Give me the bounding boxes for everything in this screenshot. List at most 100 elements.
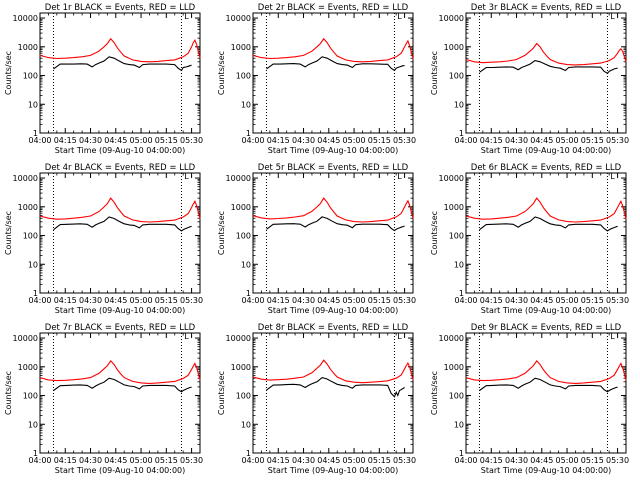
- x-tick-label: 04:00: [28, 296, 51, 305]
- y-tick-label: 10000: [226, 334, 251, 343]
- y-tick-label: 1000: [444, 203, 464, 212]
- y-tick-label: 100: [449, 72, 464, 81]
- x-tick-label: 04:45: [530, 296, 553, 305]
- x-tick-label: 05:30: [606, 456, 629, 465]
- x-tick-label: 04:15: [54, 456, 77, 465]
- x-tick-label: 04:15: [267, 456, 290, 465]
- x-tick-label: 04:00: [454, 136, 477, 145]
- x-tick-label: 05:15: [368, 136, 391, 145]
- x-tick-label: 05:15: [368, 296, 391, 305]
- series-lld-line: [465, 42, 627, 66]
- x-tick-label: 05:30: [393, 456, 416, 465]
- y-axis-label: Counts/sec: [4, 51, 13, 95]
- panel-title: Det 9r BLACK = Events, RED = LLD: [471, 323, 622, 333]
- y-tick-label: 10000: [13, 14, 38, 23]
- y-tick-label: 1000: [444, 363, 464, 372]
- detector-panel-7: 1 10 100 1000 10000 04:00 04:15 04:30 04:45 05:00…: [4, 323, 203, 475]
- x-tick-label: 05:00: [343, 456, 366, 465]
- x-tick-label: 04:30: [505, 136, 528, 145]
- x-tick-label: 04:00: [241, 136, 264, 145]
- plot-frame: [465, 332, 627, 454]
- x-tick-label: 05:30: [606, 136, 629, 145]
- y-axis-label: Counts/sec: [430, 371, 439, 415]
- y-tick-label: 1000: [18, 203, 38, 212]
- x-tick-label: 04:45: [317, 136, 340, 145]
- y-tick-label: 10: [454, 260, 464, 269]
- y-tick-label: 1: [33, 289, 38, 298]
- x-tick-label: 04:30: [505, 296, 528, 305]
- y-tick-label: 1: [246, 449, 251, 458]
- series-lld-line: [252, 359, 414, 384]
- y-tick-label: 10: [454, 420, 464, 429]
- plot-frame: [465, 172, 627, 294]
- panel-title: Det 4r BLACK = Events, RED = LLD: [45, 163, 196, 173]
- y-tick-label: 10000: [439, 14, 464, 23]
- x-axis-label: Start Time (09-Aug-10 04:00:00): [481, 466, 612, 475]
- x-tick-label: 04:00: [454, 456, 477, 465]
- annotation-label: L: [397, 332, 402, 341]
- x-tick-label: 05:00: [556, 456, 579, 465]
- detector-panel-2: 1 10 100 1000 10000 04:00 04:15 04:30 04:45 05:00…: [217, 3, 416, 155]
- plot-frame: [252, 12, 414, 134]
- y-tick-label: 1: [33, 129, 38, 138]
- x-tick-label: 04:15: [54, 296, 77, 305]
- plot-frame: [39, 172, 201, 294]
- y-tick-label: 1000: [231, 43, 251, 52]
- annotation-label: L: [610, 172, 615, 181]
- panel-title: Det 1r BLACK = Events, RED = LLD: [45, 3, 196, 13]
- x-tick-label: 04:30: [292, 296, 315, 305]
- y-tick-label: 100: [23, 392, 38, 401]
- x-axis-label: Start Time (09-Aug-10 04:00:00): [268, 146, 399, 155]
- y-tick-label: 1000: [18, 43, 38, 52]
- y-tick-label: 10000: [439, 334, 464, 343]
- x-tick-label: 04:30: [292, 136, 315, 145]
- y-tick-label: 10000: [439, 174, 464, 183]
- x-tick-label: 05:30: [393, 136, 416, 145]
- x-tick-label: 05:00: [130, 456, 153, 465]
- panel-title: Det 6r BLACK = Events, RED = LLD: [471, 163, 622, 173]
- y-tick-label: 1000: [444, 43, 464, 52]
- plot-frame: [39, 332, 201, 454]
- y-axis-label: Counts/sec: [217, 51, 226, 95]
- x-tick-label: 04:45: [104, 296, 127, 305]
- series-events-line: [266, 56, 405, 72]
- annotation-label: L: [397, 12, 402, 21]
- x-tick-label: 04:15: [480, 456, 503, 465]
- x-axis-label: Start Time (09-Aug-10 04:00:00): [268, 466, 399, 475]
- y-tick-label: 1: [459, 449, 464, 458]
- annotation-label: L: [397, 172, 402, 181]
- annotation-label: L: [184, 172, 189, 181]
- detector-panel-5: 1 10 100 1000 10000 04:00 04:15 04:30 04:45 05:00…: [217, 163, 416, 315]
- plot-frame: [252, 172, 414, 294]
- x-axis-label: Start Time (09-Aug-10 04:00:00): [55, 306, 186, 315]
- y-tick-label: 100: [23, 232, 38, 241]
- annotation-label: L: [610, 12, 615, 21]
- x-tick-label: 05:00: [556, 136, 579, 145]
- series-events-line: [53, 56, 192, 72]
- plot-frame: [252, 332, 414, 454]
- series-events-line: [266, 216, 405, 232]
- x-tick-label: 05:00: [343, 296, 366, 305]
- y-tick-label: 1: [246, 289, 251, 298]
- detector-panel-3: 1 10 100 1000 10000 04:00 04:15 04:30 04:45 05:00…: [430, 3, 629, 155]
- detector-panel-6: 1 10 100 1000 10000 04:00 04:15 04:30 04:45 05:00…: [430, 163, 629, 315]
- x-tick-label: 05:15: [368, 456, 391, 465]
- y-axis-label: Counts/sec: [430, 211, 439, 255]
- y-tick-label: 100: [449, 392, 464, 401]
- x-axis-label: Start Time (09-Aug-10 04:00:00): [481, 306, 612, 315]
- x-tick-label: 04:30: [79, 136, 102, 145]
- x-tick-label: 04:15: [267, 136, 290, 145]
- series-events-line: [479, 60, 618, 75]
- x-tick-label: 05:15: [581, 136, 604, 145]
- x-axis-label: Start Time (09-Aug-10 04:00:00): [268, 306, 399, 315]
- series-lld-line: [465, 197, 627, 223]
- x-tick-label: 04:45: [317, 456, 340, 465]
- x-tick-label: 04:45: [530, 136, 553, 145]
- y-axis-label: Counts/sec: [430, 51, 439, 95]
- x-tick-label: 05:30: [180, 456, 203, 465]
- x-tick-label: 04:00: [241, 296, 264, 305]
- plot-frame: [465, 12, 627, 134]
- x-tick-label: 05:15: [581, 296, 604, 305]
